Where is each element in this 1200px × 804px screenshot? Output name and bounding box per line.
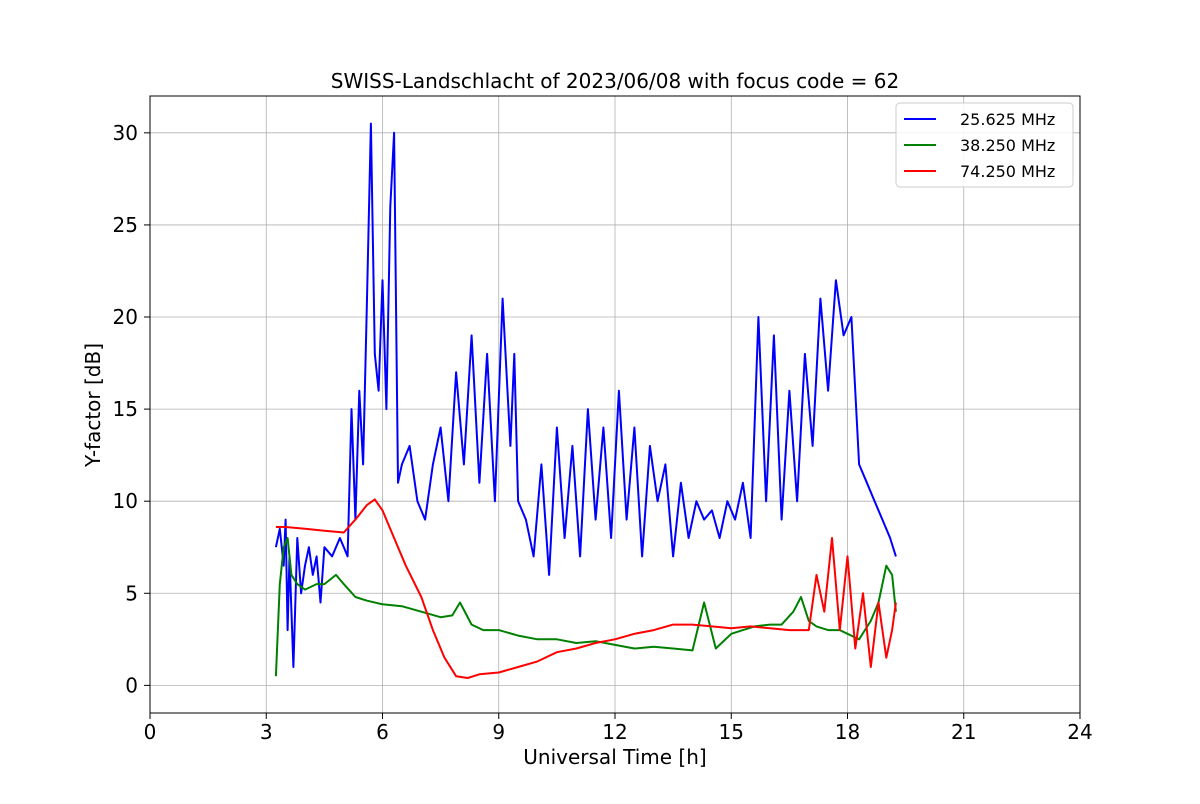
x-tick-label: 6 [376, 720, 389, 744]
y-tick-label: 15 [113, 397, 138, 421]
series-layer [274, 122, 897, 679]
series-line-1 [274, 122, 897, 668]
y-tick-label: 0 [125, 673, 138, 697]
x-tick-label: 21 [951, 720, 976, 744]
legend: 25.625 MHz 38.250 MHz 74.250 MHz [895, 102, 1074, 188]
y-tick-label: 25 [113, 213, 138, 237]
x-tick-label: 9 [492, 720, 505, 744]
legend-label: 74.250 MHz [960, 162, 1055, 181]
y-tick-label: 30 [113, 121, 138, 145]
series-line-3 [275, 498, 897, 679]
x-tick-label: 18 [835, 720, 860, 744]
legend-label: 25.625 MHz [960, 110, 1055, 129]
legend-box [895, 102, 1074, 188]
x-tick-label: 0 [144, 720, 157, 744]
x-axis-label: Universal Time [h] [523, 745, 706, 769]
y-tick-label: 10 [113, 489, 138, 513]
y-axis-label: Y-factor [dB] [81, 343, 105, 468]
legend-label: 38.250 MHz [960, 136, 1055, 155]
chart-title: SWISS-Landschlacht of 2023/06/08 with fo… [331, 69, 899, 93]
x-tick-label: 24 [1067, 720, 1092, 744]
x-tick-label: 15 [719, 720, 744, 744]
y-axis-ticks: 0 5 10 15 20 25 30 [113, 121, 150, 697]
series-line-2 [274, 537, 897, 677]
x-axis-ticks: 0 3 6 9 12 15 18 21 24 [144, 713, 1093, 744]
x-tick-label: 12 [602, 720, 627, 744]
y-tick-label: 5 [125, 581, 138, 605]
y-tick-label: 20 [113, 305, 138, 329]
x-tick-label: 3 [260, 720, 273, 744]
